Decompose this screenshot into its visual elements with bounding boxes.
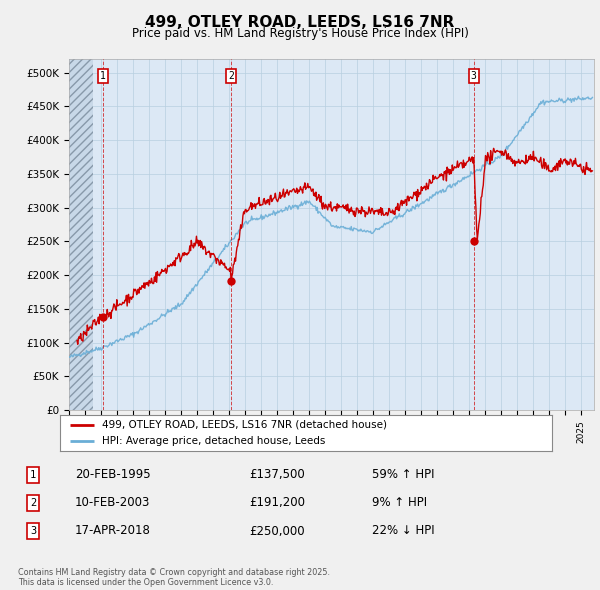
Text: HPI: Average price, detached house, Leeds: HPI: Average price, detached house, Leed…: [102, 437, 325, 447]
Text: 9% ↑ HPI: 9% ↑ HPI: [372, 496, 427, 509]
Text: 1: 1: [30, 470, 36, 480]
Text: 10-FEB-2003: 10-FEB-2003: [75, 496, 151, 509]
Text: 17-APR-2018: 17-APR-2018: [75, 525, 151, 537]
Text: £137,500: £137,500: [249, 468, 305, 481]
Text: 1: 1: [100, 71, 106, 81]
Text: 3: 3: [471, 71, 477, 81]
Text: 20-FEB-1995: 20-FEB-1995: [75, 468, 151, 481]
Text: 59% ↑ HPI: 59% ↑ HPI: [372, 468, 434, 481]
Text: 22% ↓ HPI: 22% ↓ HPI: [372, 525, 434, 537]
Bar: [69, 59, 93, 410]
Text: 499, OTLEY ROAD, LEEDS, LS16 7NR: 499, OTLEY ROAD, LEEDS, LS16 7NR: [145, 15, 455, 30]
Text: Price paid vs. HM Land Registry's House Price Index (HPI): Price paid vs. HM Land Registry's House …: [131, 27, 469, 40]
Text: 2: 2: [228, 71, 234, 81]
Text: £250,000: £250,000: [249, 525, 305, 537]
Text: 2: 2: [30, 498, 36, 507]
Text: 3: 3: [30, 526, 36, 536]
Text: Contains HM Land Registry data © Crown copyright and database right 2025.
This d: Contains HM Land Registry data © Crown c…: [18, 568, 330, 587]
Text: £191,200: £191,200: [249, 496, 305, 509]
Text: 499, OTLEY ROAD, LEEDS, LS16 7NR (detached house): 499, OTLEY ROAD, LEEDS, LS16 7NR (detach…: [102, 419, 387, 430]
